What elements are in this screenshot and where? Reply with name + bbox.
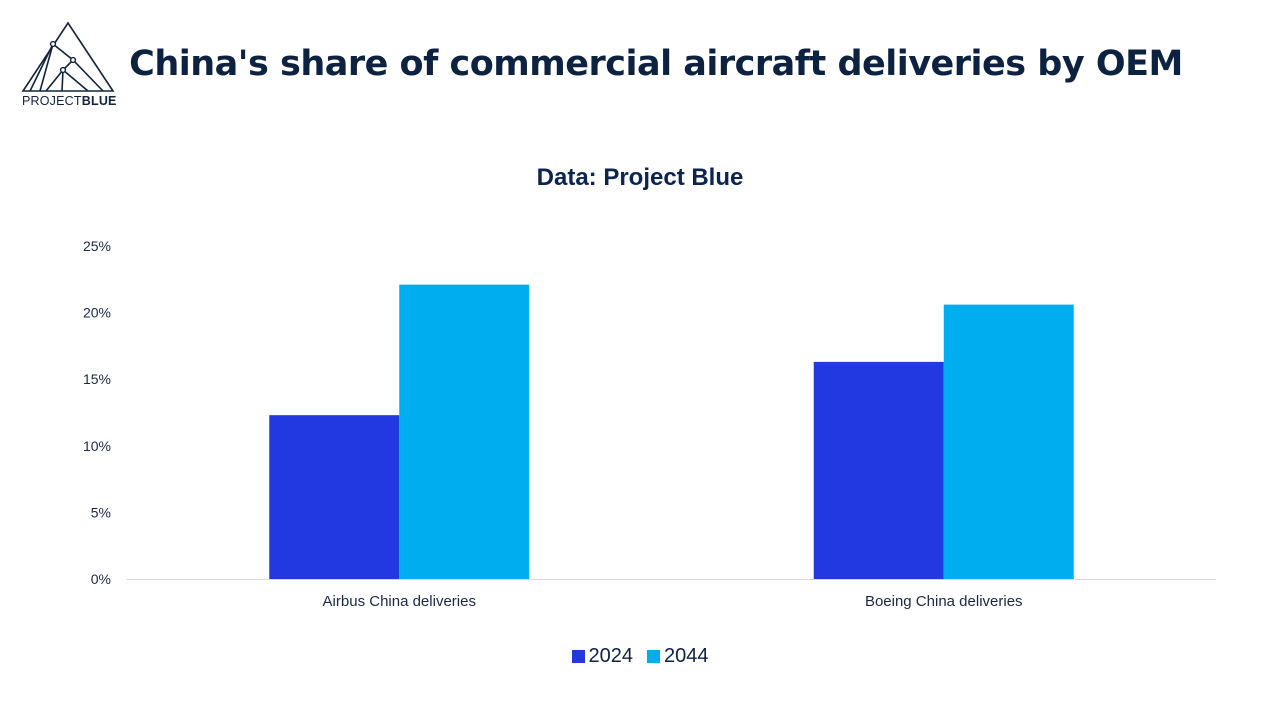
- legend-swatch-2024: [571, 650, 585, 663]
- bar-2024-boeing: [813, 361, 944, 579]
- bar-2044-airbus: [399, 284, 530, 579]
- project-blue-logo-icon: [21, 21, 115, 92]
- bar-2044-boeing: [943, 304, 1074, 579]
- legend-item-2044: 2044: [647, 645, 709, 668]
- y-tick-label: 0%: [91, 571, 111, 587]
- y-tick-label: 5%: [91, 504, 111, 520]
- y-tick-label: 25%: [83, 238, 111, 254]
- chart-subtitle: Data: Project Blue: [536, 164, 744, 191]
- legend-label-2024: 2024: [588, 645, 634, 667]
- y-tick-label: 15%: [83, 371, 111, 387]
- legend-label-2044: 2044: [664, 645, 709, 667]
- y-tick-label: 10%: [83, 438, 111, 454]
- legend-item-2024: 2024: [571, 645, 634, 668]
- logo-wordmark: PROJECTBLUE: [22, 94, 117, 108]
- bar-2024-airbus: [269, 415, 400, 579]
- page-title: China's share of commercial aircraft del…: [129, 44, 1183, 84]
- x-category-label: Boeing China deliveries: [865, 593, 1023, 610]
- x-category-label: Airbus China deliveries: [323, 593, 476, 610]
- y-tick-label: 20%: [83, 305, 111, 321]
- logo-text-bold: BLUE: [81, 94, 117, 108]
- logo-text-light: PROJECT: [22, 94, 82, 108]
- legend-swatch-2044: [647, 650, 660, 663]
- chart-legend: 2024 2044: [0, 645, 1280, 668]
